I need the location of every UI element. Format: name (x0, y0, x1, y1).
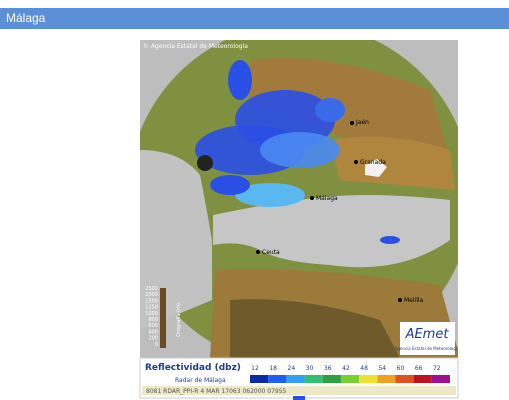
legend-swatch (359, 375, 378, 383)
legend-radar: Radar de Málaga (175, 377, 226, 384)
legend-swatch (395, 375, 414, 383)
legend-level: 66 (415, 365, 423, 372)
logo-subtitle: Agencia Estatal de Meteorología (395, 346, 460, 351)
orography-tick: 1000 (145, 311, 158, 317)
orography-scale: Orografía (m) 25002000150012501000800600… (145, 286, 182, 348)
header-title: Málaga (6, 11, 46, 25)
legend-title: Reflectividad (dbz) (145, 363, 241, 373)
legend-swatch (377, 375, 396, 383)
orography-tick: 200 (148, 336, 158, 342)
city-label: Ceuta (262, 249, 280, 256)
city-label: Jaén (355, 119, 369, 126)
credit: © Agencia Estatal de Meteorología (143, 43, 248, 50)
legend-swatch (268, 375, 287, 383)
city-label: Granada (360, 159, 386, 166)
legend-level: 42 (342, 365, 350, 372)
legend-level: 36 (324, 365, 332, 372)
orography-tick: 1500 (145, 298, 158, 304)
orography-title: Orografía (m) (175, 303, 182, 337)
legend-swatch (413, 375, 432, 383)
legend-swatch (340, 375, 360, 383)
legend-info: 8081 RDAR_PPI-R 4 MAR 17063 062000 07955 (146, 388, 287, 395)
legend-swatch (250, 375, 269, 383)
legend-scale: 12 18 24 30 36 42 48 54 60 66 72 (250, 365, 450, 383)
orography-tick: 2000 (145, 292, 158, 298)
legend-swatch (304, 375, 323, 383)
map: © Agencia Estatal de Meteorología Jaén G… (140, 40, 460, 358)
logo: AEmet (405, 327, 450, 342)
city-label: Melilla (404, 297, 424, 304)
legend-level: 54 (378, 365, 386, 372)
legend-level: 24 (288, 365, 296, 372)
legend-level: 72 (433, 365, 441, 372)
orography-tick: 400 (148, 329, 158, 335)
legend-swatch (322, 375, 341, 383)
legend-level: 12 (251, 365, 259, 372)
logo-box (400, 322, 455, 355)
orography-tick: 2500 (145, 286, 158, 292)
legend-level: 60 (397, 365, 405, 372)
radar-echoes (195, 60, 400, 244)
orography-tick: 1250 (145, 305, 158, 311)
legend-swatch (286, 375, 305, 383)
orography-tick: 800 (148, 317, 158, 323)
city-label: Málaga (316, 195, 338, 202)
orography-tick: 600 (148, 323, 158, 329)
icon (293, 396, 305, 400)
legend-swatch (431, 375, 450, 383)
legend-level: 30 (306, 365, 314, 372)
legend-level: 18 (269, 365, 277, 372)
header-bar: Málaga (0, 8, 509, 29)
legend-level: 48 (360, 365, 368, 372)
orography-tick: 0 (155, 342, 158, 348)
